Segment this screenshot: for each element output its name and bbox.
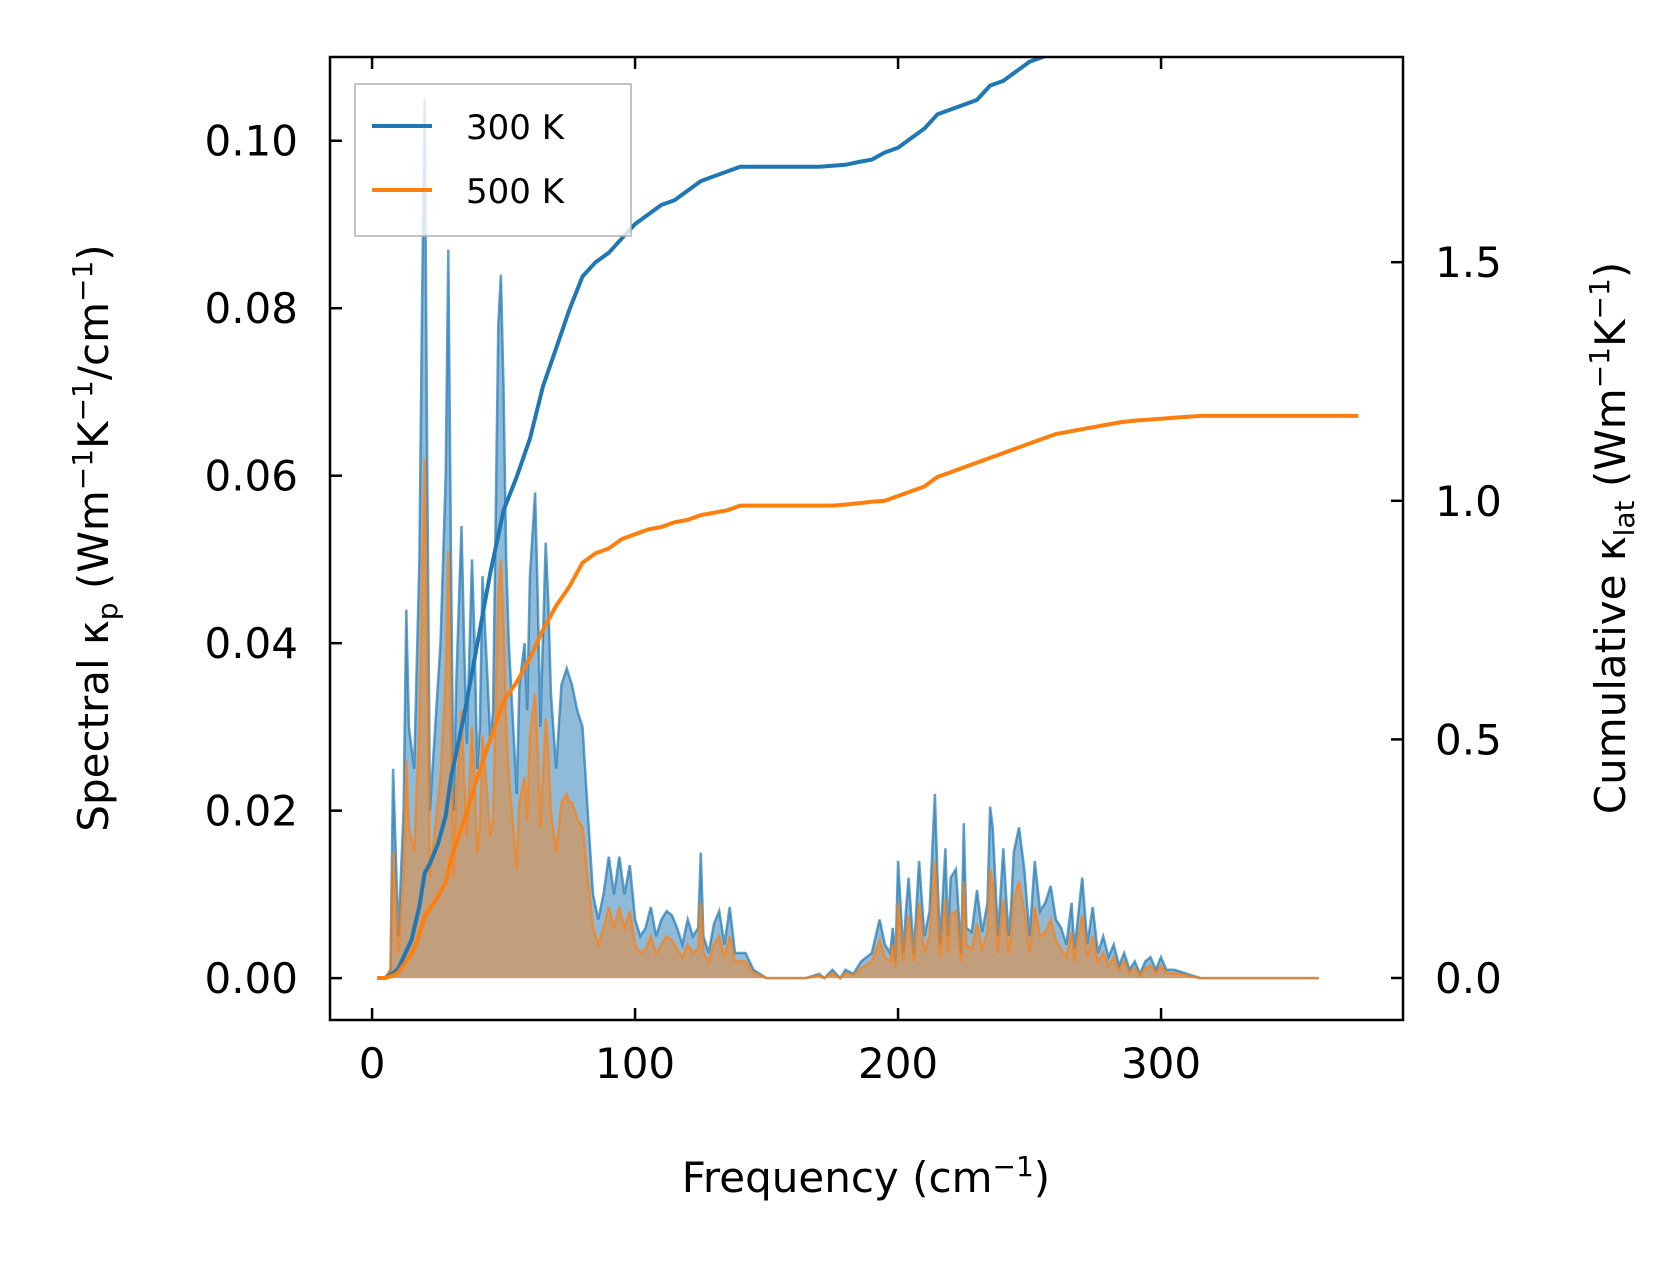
y-left-tick-label-0.02: 0.02 [204,787,298,836]
legend-label-300k: 300 K [466,108,566,148]
spectral-line-500k [377,458,1319,980]
cumulative-line-500k [377,413,1359,980]
y-left-tick-label-0.10: 0.10 [204,117,298,166]
spectral-fills [377,98,1319,979]
cumulative-line-300k [377,57,1049,980]
y-right-tick-label-1.0: 1.0 [1435,477,1502,526]
x-tick-label-100: 100 [595,1039,675,1088]
x-tick-label-300: 300 [1121,1039,1201,1088]
legend: 300 K 500 K [354,83,632,237]
y-axis-left-title: Spectral κp (Wm−1K−1/cm−1) [66,244,124,831]
legend-label-500k: 500 K [466,172,566,212]
y-right-tick-label-0.5: 0.5 [1435,715,1502,764]
y-right-tick-label-1.5: 1.5 [1435,238,1502,287]
x-axis-title: Frequency (cm−1) [682,1150,1050,1202]
spectral-area-500k [377,458,1319,979]
y-axis-right-title: Cumulative κlat (Wm−1K−1) [1583,262,1641,814]
series-lines [377,57,1359,981]
y-right-tick-label-0.0: 0.0 [1435,954,1502,1003]
x-tick-label-200: 200 [858,1039,938,1088]
y-left-tick-label-0.00: 0.00 [204,954,298,1003]
plot-frame [328,55,1405,1022]
y-left-tick-label-0.08: 0.08 [204,284,298,333]
x-tick-label-0: 0 [359,1039,386,1088]
y-left-tick-label-0.06: 0.06 [204,452,298,501]
y-left-tick-label-0.04: 0.04 [204,619,298,668]
axis-ticks: 0 100 200 300 0.00 0.02 0.04 0.06 0.08 0.10 0.0 0.5… [204,57,1502,1088]
legend-box [354,83,632,237]
spectral-area-300k [377,98,1319,979]
spectral-line-300k [377,98,1319,981]
